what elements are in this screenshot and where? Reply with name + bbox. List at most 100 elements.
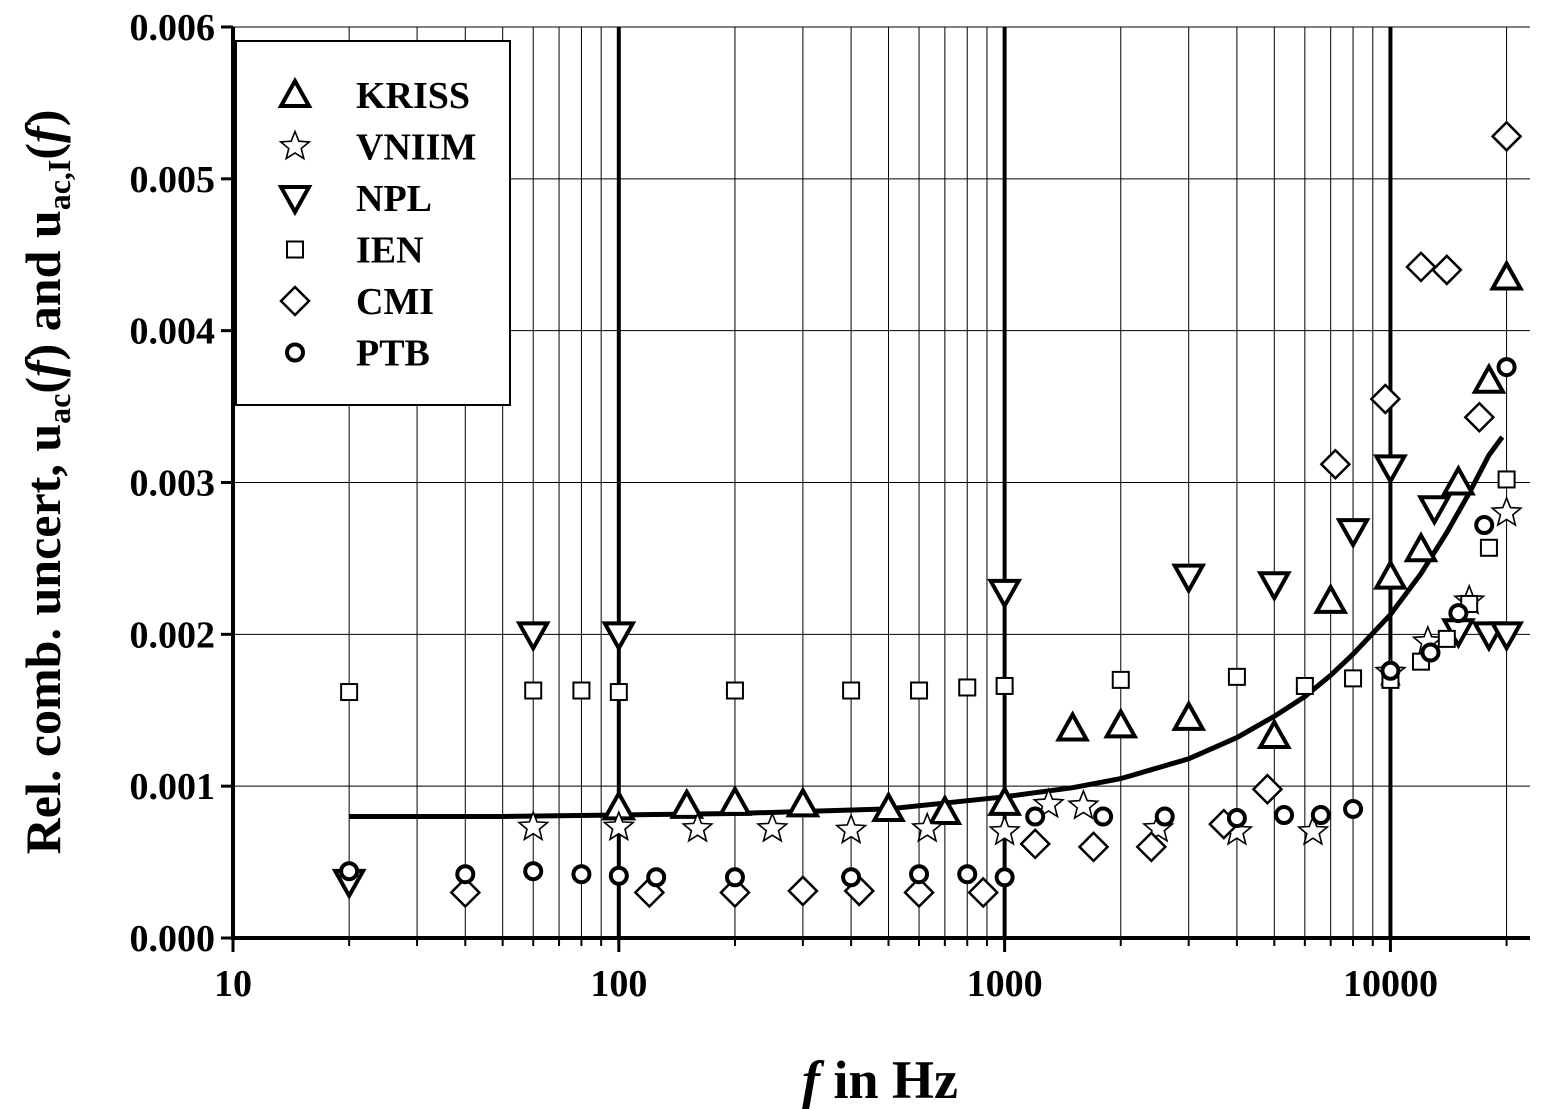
data-points xyxy=(331,120,1524,909)
npl-point xyxy=(1256,571,1292,603)
legend-label-vniim: VNIIM xyxy=(356,127,476,169)
npl-point xyxy=(1335,518,1371,550)
ptb-point xyxy=(909,864,930,885)
cmi-point xyxy=(1135,831,1168,863)
ien-point xyxy=(995,676,1014,695)
npl-point xyxy=(1373,454,1408,486)
y-tick-label: 0.000 xyxy=(130,918,216,960)
ien-point xyxy=(1497,470,1516,489)
ptb-point xyxy=(1343,798,1364,819)
x-axis-title: f in Hz xyxy=(802,1050,958,1109)
cmi-point xyxy=(1369,383,1402,415)
ptb-point xyxy=(841,867,862,888)
vniim-point xyxy=(756,811,789,843)
axis-labels: f in Hz Rel. comb. uncert, uac(f) and uac… xyxy=(15,110,958,1109)
cmi-point xyxy=(1077,831,1110,863)
kriss-point xyxy=(717,784,753,816)
ptb-point xyxy=(1093,806,1114,827)
kriss-point xyxy=(1055,710,1090,742)
cmi-point xyxy=(449,876,482,909)
ien-point xyxy=(725,681,744,700)
y-axis-title: Rel. comb. uncert, uac(f) and uac,I(f) xyxy=(15,110,77,855)
x-tick-label: 10000 xyxy=(1343,963,1438,1005)
ien-point xyxy=(524,681,543,700)
legend-marker-vniim xyxy=(278,129,312,161)
kriss-point xyxy=(871,790,906,822)
ptb-point xyxy=(1310,805,1331,826)
vniim-point xyxy=(1296,814,1330,846)
ptb-point xyxy=(523,861,544,882)
y-tick-label: 0.004 xyxy=(130,311,216,353)
series-ptb xyxy=(339,357,1517,888)
ptb-point xyxy=(1474,515,1495,536)
kriss-point xyxy=(785,786,821,818)
ien-point xyxy=(1344,669,1363,688)
vniim-point xyxy=(1490,495,1523,527)
series-cmi xyxy=(449,120,1523,909)
ien-point xyxy=(1479,538,1498,557)
y-tick-label: 0.001 xyxy=(130,766,216,808)
cmi-point xyxy=(633,876,666,909)
legend-marker-kriss xyxy=(277,76,313,108)
legend-label-cmi: CMI xyxy=(356,281,434,323)
y-tick-label: 0.002 xyxy=(130,614,216,656)
vniim-point xyxy=(910,811,944,843)
cmi-point xyxy=(1251,773,1284,805)
ptb-point xyxy=(1496,357,1517,378)
npl-point xyxy=(1171,563,1207,595)
ptb-point xyxy=(646,867,667,888)
cmi-point xyxy=(787,875,819,907)
ien-point xyxy=(572,681,591,700)
cmi-point xyxy=(1405,251,1437,283)
x-tick-label: 1000 xyxy=(967,963,1043,1005)
npl-point xyxy=(1416,495,1452,527)
ien-point xyxy=(1227,667,1246,686)
series-ien xyxy=(340,470,1516,702)
ptb-point xyxy=(1274,805,1295,826)
cmi-point xyxy=(967,876,999,909)
kriss-point xyxy=(1256,717,1292,750)
kriss-point xyxy=(1471,362,1507,394)
legend-marker-ien xyxy=(286,240,304,259)
grid xyxy=(233,26,1530,938)
ptb-point xyxy=(1154,806,1175,827)
ien-point xyxy=(842,681,861,700)
legend-label-ien: IEN xyxy=(356,230,424,272)
kriss-point xyxy=(669,787,705,819)
kriss-point xyxy=(1313,582,1349,614)
npl-point xyxy=(1489,621,1524,653)
ien-point xyxy=(1437,629,1456,648)
x-tick-label: 100 xyxy=(590,963,647,1005)
cmi-point xyxy=(1490,120,1523,153)
ptb-point xyxy=(339,861,360,882)
npl-point xyxy=(601,621,637,653)
vniim-point xyxy=(602,810,636,842)
cmi-point xyxy=(1431,254,1463,286)
ptb-point xyxy=(994,867,1015,888)
kriss-point xyxy=(1489,259,1524,291)
kriss-point xyxy=(1171,699,1207,731)
ien-point xyxy=(1111,670,1130,689)
ptb-point xyxy=(1025,806,1046,827)
ptb-point xyxy=(1448,603,1469,624)
ien-point xyxy=(958,678,977,697)
npl-point xyxy=(515,621,551,653)
legend: KRISS VNIIM NPL IEN CMI PTB xyxy=(235,40,511,406)
ptb-point xyxy=(1380,660,1401,681)
cmi-point xyxy=(1319,448,1352,481)
legend-label-npl: NPL xyxy=(356,178,432,220)
ien-point xyxy=(340,683,359,702)
axes: 0.000 0.001 0.002 0.003 0.004 0.005 0.006 10 100… xyxy=(130,7,1530,1005)
kriss-point xyxy=(1103,707,1139,739)
legend-marker-npl xyxy=(277,185,313,217)
vniim-point xyxy=(516,810,550,842)
legend-marker-cmi xyxy=(279,285,311,317)
ptb-point xyxy=(608,865,629,886)
kriss-point xyxy=(927,793,963,825)
ptb-point xyxy=(455,864,476,885)
y-tick-label: 0.005 xyxy=(130,159,216,201)
vniim-point xyxy=(1067,788,1100,820)
ptb-point xyxy=(724,867,745,888)
vniim-point xyxy=(1032,787,1065,819)
